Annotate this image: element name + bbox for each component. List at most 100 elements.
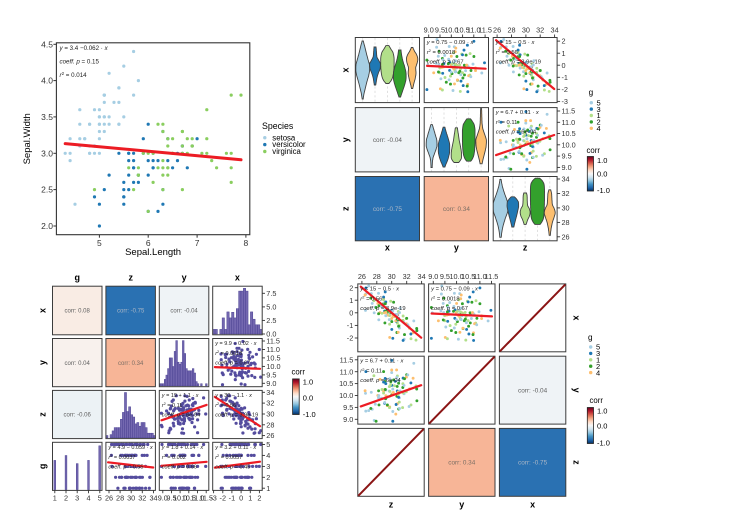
svg-text:r2 = 0.0018: r2 = 0.0018 bbox=[427, 48, 456, 56]
svg-text:r2 = 0.56: r2 = 0.56 bbox=[496, 48, 518, 56]
svg-text:0: 0 bbox=[239, 494, 243, 503]
svg-text:y = 3.2 + 0.11 · x: y = 3.2 + 0.11 · x bbox=[214, 445, 256, 451]
svg-text:coeff. p = 0.67: coeff. p = 0.67 bbox=[215, 361, 250, 367]
svg-text:4: 4 bbox=[266, 451, 270, 460]
svg-text:34: 34 bbox=[551, 26, 559, 35]
svg-text:9.5: 9.5 bbox=[435, 26, 445, 35]
svg-text:9.5: 9.5 bbox=[166, 494, 176, 503]
svg-text:11.5: 11.5 bbox=[485, 272, 499, 281]
svg-text:30: 30 bbox=[522, 26, 530, 35]
svg-text:1: 1 bbox=[596, 356, 600, 365]
svg-text:r2 = 0.11: r2 = 0.11 bbox=[496, 118, 518, 126]
svg-text:y = 15 − 0.5 · x: y = 15 − 0.5 · x bbox=[359, 286, 400, 292]
svg-text:-3: -3 bbox=[562, 97, 569, 106]
svg-text:10.5: 10.5 bbox=[455, 26, 469, 35]
svg-text:2: 2 bbox=[349, 283, 353, 292]
svg-text:10.5: 10.5 bbox=[182, 494, 196, 503]
svg-text:11.5: 11.5 bbox=[562, 107, 576, 116]
svg-text:3.0: 3.0 bbox=[41, 148, 53, 158]
svg-text:32: 32 bbox=[562, 189, 570, 198]
svg-text:y = 0.75 − 0.09 · x: y = 0.75 − 0.09 · x bbox=[426, 40, 475, 46]
svg-text:coeff. p = 0.67: coeff. p = 0.67 bbox=[431, 306, 468, 312]
svg-text:28: 28 bbox=[373, 272, 381, 281]
svg-text:r2 = 0.014: r2 = 0.014 bbox=[60, 71, 88, 79]
svg-text:-1: -1 bbox=[347, 321, 354, 330]
svg-text:9.0: 9.0 bbox=[266, 379, 276, 388]
svg-text:0: 0 bbox=[349, 308, 353, 317]
svg-text:y = 9.9 − 0.02 · x: y = 9.9 − 0.02 · x bbox=[214, 341, 257, 347]
svg-text:32: 32 bbox=[536, 26, 544, 35]
svg-text:28: 28 bbox=[116, 494, 124, 503]
svg-text:34: 34 bbox=[266, 388, 274, 397]
svg-text:34: 34 bbox=[149, 494, 157, 503]
svg-text:5: 5 bbox=[596, 343, 600, 352]
svg-text:4.0: 4.0 bbox=[41, 76, 53, 86]
svg-text:9.0: 9.0 bbox=[428, 272, 438, 281]
svg-text:y = 19 + 1.1 · x: y = 19 + 1.1 · x bbox=[161, 393, 199, 399]
svg-text:32: 32 bbox=[266, 399, 274, 408]
svg-text:30: 30 bbox=[127, 494, 135, 503]
svg-text:corr: -0.06: corr: -0.06 bbox=[64, 413, 92, 419]
svg-text:y: y bbox=[341, 137, 351, 142]
svg-text:z: z bbox=[389, 500, 394, 510]
svg-text:11.0: 11.0 bbox=[191, 494, 205, 503]
svg-text:30: 30 bbox=[388, 272, 396, 281]
svg-text:corr: -0.04: corr: -0.04 bbox=[170, 309, 198, 315]
svg-text:z: z bbox=[341, 206, 351, 211]
svg-text:5: 5 bbox=[597, 98, 601, 107]
svg-text:3: 3 bbox=[597, 105, 601, 114]
svg-text:1.0: 1.0 bbox=[597, 407, 607, 416]
svg-text:coeff. p = 3.9e-19: coeff. p = 3.9e-19 bbox=[215, 412, 258, 418]
svg-text:34: 34 bbox=[562, 175, 570, 184]
svg-text:1.0: 1.0 bbox=[597, 156, 607, 165]
svg-text:6: 6 bbox=[146, 238, 151, 248]
svg-text:y = 3.4 −0.062 · x: y = 3.4 −0.062 · x bbox=[59, 45, 109, 52]
svg-text:corr: 0.04: corr: 0.04 bbox=[65, 361, 91, 367]
svg-text:r2 = 0.0057: r2 = 0.0057 bbox=[215, 454, 242, 461]
svg-text:9.5: 9.5 bbox=[266, 371, 276, 380]
svg-text:corr: corr bbox=[590, 396, 604, 405]
svg-text:9.0: 9.0 bbox=[562, 163, 572, 172]
svg-text:0.0: 0.0 bbox=[597, 422, 607, 431]
svg-text:34: 34 bbox=[418, 272, 426, 281]
svg-text:11.5: 11.5 bbox=[478, 26, 492, 35]
svg-text:2.5: 2.5 bbox=[41, 185, 53, 195]
svg-text:10.0: 10.0 bbox=[562, 140, 576, 149]
svg-text:3: 3 bbox=[75, 494, 79, 503]
svg-text:2: 2 bbox=[257, 494, 261, 503]
svg-text:y: y bbox=[182, 273, 187, 283]
svg-text:4: 4 bbox=[597, 124, 601, 133]
svg-text:y: y bbox=[38, 360, 48, 365]
svg-text:11.0: 11.0 bbox=[467, 26, 481, 35]
svg-text:corr: 0.34: corr: 0.34 bbox=[443, 206, 470, 213]
svg-text:10.5: 10.5 bbox=[266, 354, 280, 363]
svg-text:10.0: 10.0 bbox=[339, 391, 353, 400]
svg-text:r2 = 0.11: r2 = 0.11 bbox=[162, 402, 183, 409]
svg-text:z: z bbox=[128, 273, 133, 283]
svg-text:z: z bbox=[572, 460, 582, 465]
svg-text:3: 3 bbox=[266, 462, 270, 471]
svg-text:4: 4 bbox=[596, 368, 600, 377]
svg-text:2: 2 bbox=[266, 473, 270, 482]
svg-text:r2 = 0.0018: r2 = 0.0018 bbox=[215, 350, 242, 357]
svg-text:y = 4.9 − 0.059 · x: y = 4.9 − 0.059 · x bbox=[107, 445, 153, 451]
svg-text:z: z bbox=[523, 243, 528, 253]
svg-text:28: 28 bbox=[507, 26, 515, 35]
svg-text:4: 4 bbox=[86, 494, 90, 503]
svg-text:x: x bbox=[530, 500, 535, 510]
svg-text:28: 28 bbox=[266, 420, 274, 429]
svg-text:26: 26 bbox=[266, 431, 274, 440]
svg-text:10.0: 10.0 bbox=[266, 362, 280, 371]
svg-text:r2 = 0.11: r2 = 0.11 bbox=[360, 367, 382, 375]
svg-text:2.0: 2.0 bbox=[41, 221, 53, 231]
svg-text:9.0: 9.0 bbox=[424, 26, 434, 35]
svg-text:setosa: setosa bbox=[272, 133, 296, 142]
svg-text:r2 = 0.0037: r2 = 0.0037 bbox=[108, 454, 135, 461]
svg-text:x: x bbox=[572, 315, 582, 320]
svg-text:4.5: 4.5 bbox=[41, 39, 53, 49]
svg-text:1: 1 bbox=[562, 49, 566, 58]
svg-text:versicolor: versicolor bbox=[272, 140, 306, 149]
svg-text:corr: -0.04: corr: -0.04 bbox=[518, 387, 548, 394]
svg-text:32: 32 bbox=[138, 494, 146, 503]
svg-text:coeff. p = 0.55: coeff. p = 0.55 bbox=[108, 464, 143, 470]
